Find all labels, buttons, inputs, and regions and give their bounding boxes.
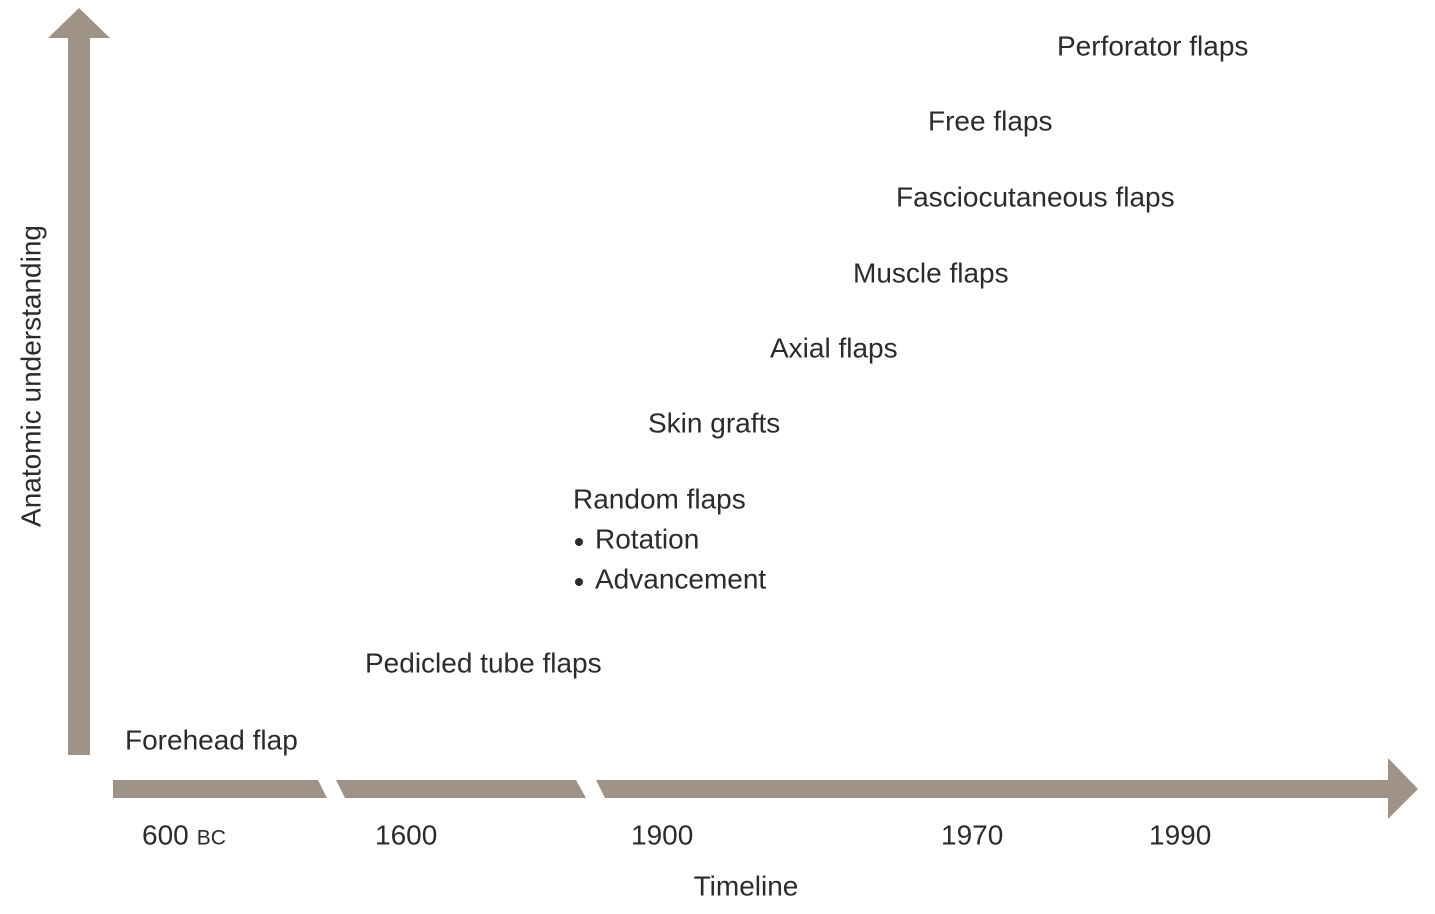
milestone-label: Fasciocutaneous flaps <box>896 181 1175 212</box>
timeline-segment-arrow <box>596 758 1418 819</box>
milestone-label: Axial flaps <box>770 332 898 363</box>
timeline-segment <box>336 780 586 798</box>
x-tick-label: 1900 <box>631 819 693 850</box>
milestone-subitem: Rotation <box>595 523 699 554</box>
milestone-label: Free flaps <box>928 105 1053 136</box>
y-axis-label: Anatomic understanding <box>15 225 46 527</box>
milestone-label: Pedicled tube flaps <box>365 647 602 678</box>
milestone-label: Forehead flap <box>125 724 298 755</box>
x-tick-label: 1990 <box>1149 819 1211 850</box>
x-tick-label: 1600 <box>375 819 437 850</box>
x-tick-label: 600 <box>142 819 189 850</box>
timeline-segment <box>113 780 327 798</box>
milestone-label: Skin grafts <box>648 407 780 438</box>
bullet <box>575 578 583 586</box>
milestone-label: Muscle flaps <box>853 257 1009 288</box>
x-tick-era: BC <box>197 827 226 850</box>
milestone-label: Random flaps <box>573 483 746 514</box>
x-axis-label: Timeline <box>694 870 799 901</box>
x-tick-label: 1970 <box>941 819 1003 850</box>
milestone-label: Perforator flaps <box>1057 30 1248 61</box>
y-axis-shaft <box>68 34 90 755</box>
bullet <box>575 538 583 546</box>
y-axis-arrowhead <box>48 8 110 38</box>
milestone-subitem: Advancement <box>595 563 766 594</box>
